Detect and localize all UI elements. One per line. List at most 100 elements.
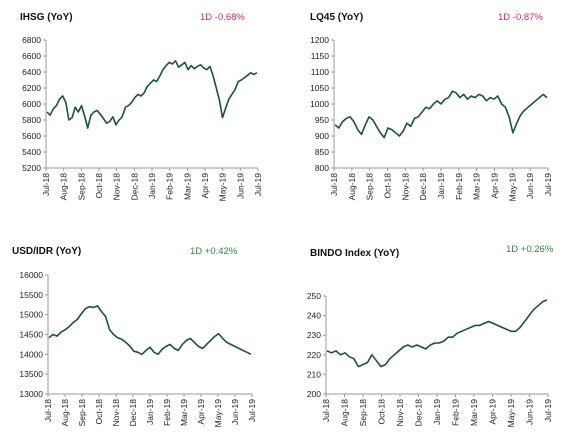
x-tick-label: Dec-18 [128,399,138,427]
x-tick-label: Sep-18 [358,399,368,427]
daily-change: 1D +0.26% [506,244,554,255]
x-tick-label: Feb-19 [165,173,175,200]
y-tick-label: 1150 [311,51,330,61]
x-tick-label: Dec-18 [414,399,424,427]
daily-change: 1D +0.42% [190,246,238,257]
chart-panel-bindo: BINDO Index (YoY) 1D +0.26% 250 240 230 220… [284,219,568,437]
x-tick-label: May-19 [507,173,517,202]
y-tick-label: 6200 [22,83,41,93]
x-tick-label: Jul-18 [43,399,53,422]
chart-title: IHSG (YoY) [20,12,73,23]
x-tick-label: May-19 [218,173,228,202]
y-tick-label: 6000 [22,99,41,109]
x-tick-label: Jun-19 [230,399,240,425]
x-tick-label: Jan-19 [147,173,157,199]
y-tick-label: 5400 [22,147,41,157]
x-tick-label: Jun-19 [525,173,535,199]
y-tick-label: 14500 [19,330,43,340]
series-line [48,305,252,356]
x-tick-label: Jul-19 [253,173,263,196]
x-tick-label: Sep-18 [365,173,375,201]
x-tick-label: Jun-19 [525,399,535,425]
x-tick-label: Jan-19 [145,399,155,425]
x-tick-label: Oct-18 [94,399,104,425]
chart-svg: 16000155001500014500140001350013000Jul-1… [19,270,257,428]
y-tick-label: 230 [307,330,321,340]
x-tick-label: Oct-18 [383,173,393,199]
x-tick-label: Jul-19 [247,399,257,422]
x-tick-label: Mar-19 [469,399,479,426]
x-tick-label: Aug-18 [340,399,350,427]
y-tick-label: 240 [307,311,321,321]
x-tick-label: Aug-18 [347,173,357,201]
x-tick-label: Oct-18 [377,399,387,425]
x-tick-label: Jun-19 [235,173,245,199]
y-tick-label: 850 [315,147,329,157]
y-tick-label: 6600 [22,51,41,61]
chart-svg: 680066006400620060005800560054005200Jul-… [22,35,263,202]
x-tick-label: Jan-19 [436,173,446,199]
x-tick-label: Aug-18 [60,399,70,427]
chart-panel-ihsg: IHSG (YoY) 1D -0.68% 6800 6600 6400 6200 600… [0,0,284,218]
x-tick-label: Mar-19 [472,173,482,200]
y-tick-label: 1200 [310,35,329,45]
x-tick-label: May-19 [213,399,223,428]
y-tick-label: 1000 [310,99,329,109]
y-tick-label: 15500 [19,290,43,300]
y-tick-label: 13500 [19,369,43,379]
x-tick-label: Mar-19 [182,173,192,200]
daily-change: 1D -0.87% [498,12,543,23]
x-tick-label: Jul-18 [329,173,339,196]
x-tick-label: Dec-18 [418,173,428,201]
y-tick-label: 13000 [19,389,43,399]
y-tick-label: 16000 [19,270,43,280]
x-tick-label: Sep-18 [77,399,87,427]
x-tick-label: Dec-18 [129,173,139,201]
chart-panel-usdidr: USD/IDR (YoY) 1D +0.42% 16000 15500 15000 1… [0,219,284,437]
x-tick-label: Apr-19 [196,399,206,425]
y-tick-label: 15000 [19,310,43,320]
chart-title: LQ45 (YoY) [310,12,364,23]
x-tick-label: Jul-19 [543,173,553,196]
x-tick-label: Nov-18 [395,399,405,427]
y-tick-label: 1100 [311,67,330,77]
x-tick-label: Nov-18 [112,173,122,201]
chart-title: BINDO Index (YoY) [310,248,400,259]
series-line [334,90,548,139]
y-tick-label: 900 [315,131,329,141]
chart-panel-lq45: LQ45 (YoY) 1D -0.87% 1200 1150 1100 1050 100… [284,0,568,218]
x-tick-label: Sep-18 [76,173,86,201]
series-line [46,59,258,129]
x-tick-label: Jul-19 [543,399,553,422]
x-tick-label: Jan-19 [432,399,442,425]
x-tick-label: Oct-18 [94,173,104,199]
x-tick-label: Jul-18 [321,399,331,422]
x-tick-label: Aug-18 [59,173,69,201]
chart-title: USD/IDR (YoY) [12,246,82,257]
y-tick-label: 14000 [19,349,43,359]
y-tick-label: 6400 [22,67,41,77]
y-tick-label: 5800 [22,115,41,125]
x-tick-label: Apr-19 [200,173,210,199]
y-tick-label: 800 [315,163,329,173]
y-tick-label: 210 [307,369,321,379]
y-tick-label: 6800 [22,35,41,45]
x-tick-label: Feb-19 [162,399,172,426]
x-tick-label: Feb-19 [451,399,461,426]
x-tick-label: Apr-19 [488,399,498,425]
y-tick-label: 220 [307,350,321,360]
y-tick-label: 950 [315,115,329,125]
y-tick-label: 250 [307,291,321,301]
x-tick-label: Nov-18 [111,399,121,427]
y-tick-label: 5600 [22,131,41,141]
x-tick-label: May-19 [506,399,516,428]
y-tick-label: 1050 [310,83,329,93]
x-tick-label: Nov-18 [400,173,410,201]
series-line [326,299,548,368]
x-tick-label: Apr-19 [490,173,500,199]
x-tick-label: Mar-19 [179,399,189,426]
x-tick-label: Jul-18 [41,173,51,196]
x-tick-label: Feb-19 [454,173,464,200]
